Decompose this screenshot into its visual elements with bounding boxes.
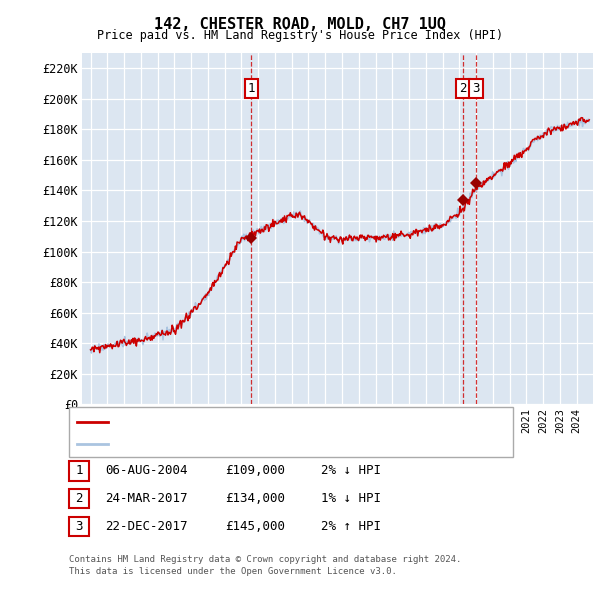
- Text: 3: 3: [472, 81, 479, 95]
- Text: 2% ↑ HPI: 2% ↑ HPI: [321, 520, 381, 533]
- Text: This data is licensed under the Open Government Licence v3.0.: This data is licensed under the Open Gov…: [69, 566, 397, 576]
- Text: 22-DEC-2017: 22-DEC-2017: [105, 520, 187, 533]
- Text: 142, CHESTER ROAD, MOLD, CH7 1UQ: 142, CHESTER ROAD, MOLD, CH7 1UQ: [154, 17, 446, 31]
- Text: 2% ↓ HPI: 2% ↓ HPI: [321, 464, 381, 477]
- Text: £109,000: £109,000: [225, 464, 285, 477]
- Text: 2: 2: [75, 492, 83, 505]
- Text: HPI: Average price, semi-detached house, Flintshire: HPI: Average price, semi-detached house,…: [114, 440, 445, 449]
- Text: 3: 3: [75, 520, 83, 533]
- Text: 24-MAR-2017: 24-MAR-2017: [105, 492, 187, 505]
- Text: 06-AUG-2004: 06-AUG-2004: [105, 464, 187, 477]
- Text: Contains HM Land Registry data © Crown copyright and database right 2024.: Contains HM Land Registry data © Crown c…: [69, 555, 461, 564]
- Text: 1: 1: [248, 81, 255, 95]
- Text: £134,000: £134,000: [225, 492, 285, 505]
- Text: 1% ↓ HPI: 1% ↓ HPI: [321, 492, 381, 505]
- Text: Price paid vs. HM Land Registry's House Price Index (HPI): Price paid vs. HM Land Registry's House …: [97, 30, 503, 42]
- Text: 1: 1: [75, 464, 83, 477]
- Text: 2: 2: [460, 81, 467, 95]
- Text: 142, CHESTER ROAD, MOLD, CH7 1UQ (semi-detached house): 142, CHESTER ROAD, MOLD, CH7 1UQ (semi-d…: [114, 417, 465, 427]
- Text: £145,000: £145,000: [225, 520, 285, 533]
